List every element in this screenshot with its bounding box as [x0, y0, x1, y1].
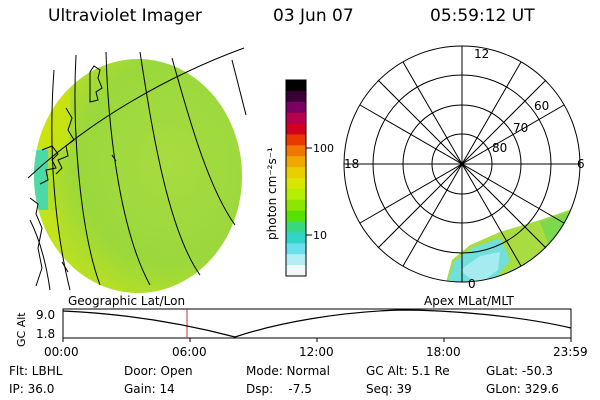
colorbar-cell: [286, 232, 306, 244]
polar-label-6: 6: [577, 157, 585, 171]
polar-label-60: 60: [534, 99, 549, 113]
colorbar-cell: [286, 134, 306, 146]
info-door: Door: Open: [124, 364, 193, 378]
polar-label-0: 0: [468, 277, 476, 291]
colorbar-cell: [286, 101, 306, 114]
colorbar-tick-100: 100: [313, 142, 334, 155]
xtick-0600: 06:00: [172, 345, 207, 359]
colorbar-cell: [286, 188, 306, 201]
colorbar-cell: [286, 156, 306, 168]
info-glat: GLat: -50.3: [486, 364, 553, 378]
colorbar-cell: [286, 80, 306, 92]
info-mode: Mode: Normal: [246, 364, 330, 378]
info-dsp: Dsp: -7.5: [246, 382, 312, 396]
info-gcalt: GC Alt: 5.1 Re: [366, 364, 450, 378]
polar-label-80: 80: [492, 141, 507, 155]
xtick-1200: 12:00: [299, 345, 334, 359]
time-label: 05:59:12 UT: [430, 6, 535, 26]
colorbar-cell: [286, 178, 306, 190]
altitude-ytick-9: 9.0: [36, 308, 55, 322]
colorbar-cell: [286, 145, 306, 157]
geographic-label: Geographic Lat/Lon: [68, 294, 186, 308]
colorbar-cell: [286, 90, 306, 103]
info-glon: GLon: 329.6: [486, 382, 559, 396]
colorbar-cell: [286, 199, 306, 212]
date-label: 03 Jun 07: [273, 6, 354, 26]
polar-label-70: 70: [513, 121, 528, 135]
app-title: Ultraviolet Imager: [48, 6, 202, 26]
colorbar-cell: [286, 167, 306, 179]
colorbar-tick-10: 10: [313, 229, 327, 242]
colorbar-cell: [286, 254, 306, 266]
polar-label-18: 18: [344, 157, 359, 171]
xtick-1800: 18:00: [426, 345, 461, 359]
colorbar-cell: [286, 265, 306, 277]
apex-label: Apex MLat/MLT: [424, 294, 514, 308]
colorbar-cell: [286, 221, 306, 233]
colorbar-cell: [286, 210, 306, 223]
info-ip: IP: 36.0: [9, 382, 55, 396]
info-gain: Gain: 14: [124, 382, 175, 396]
xtick-2359: 23:59: [553, 345, 588, 359]
colorbar-cell: [286, 243, 306, 255]
altitude-ylabel: GC Alt: [15, 312, 28, 347]
colorbar-cell: [286, 123, 306, 135]
colorbar-unit-label: photon cm⁻²s⁻¹: [265, 147, 279, 240]
altitude-ytick-1.8: 1.8: [36, 327, 55, 341]
xtick-0000: 00:00: [44, 345, 79, 359]
info-flt: Flt: LBHL: [9, 364, 63, 378]
polar-label-12: 12: [474, 47, 489, 61]
colorbar-cell: [286, 112, 306, 125]
info-seq: Seq: 39: [366, 382, 412, 396]
